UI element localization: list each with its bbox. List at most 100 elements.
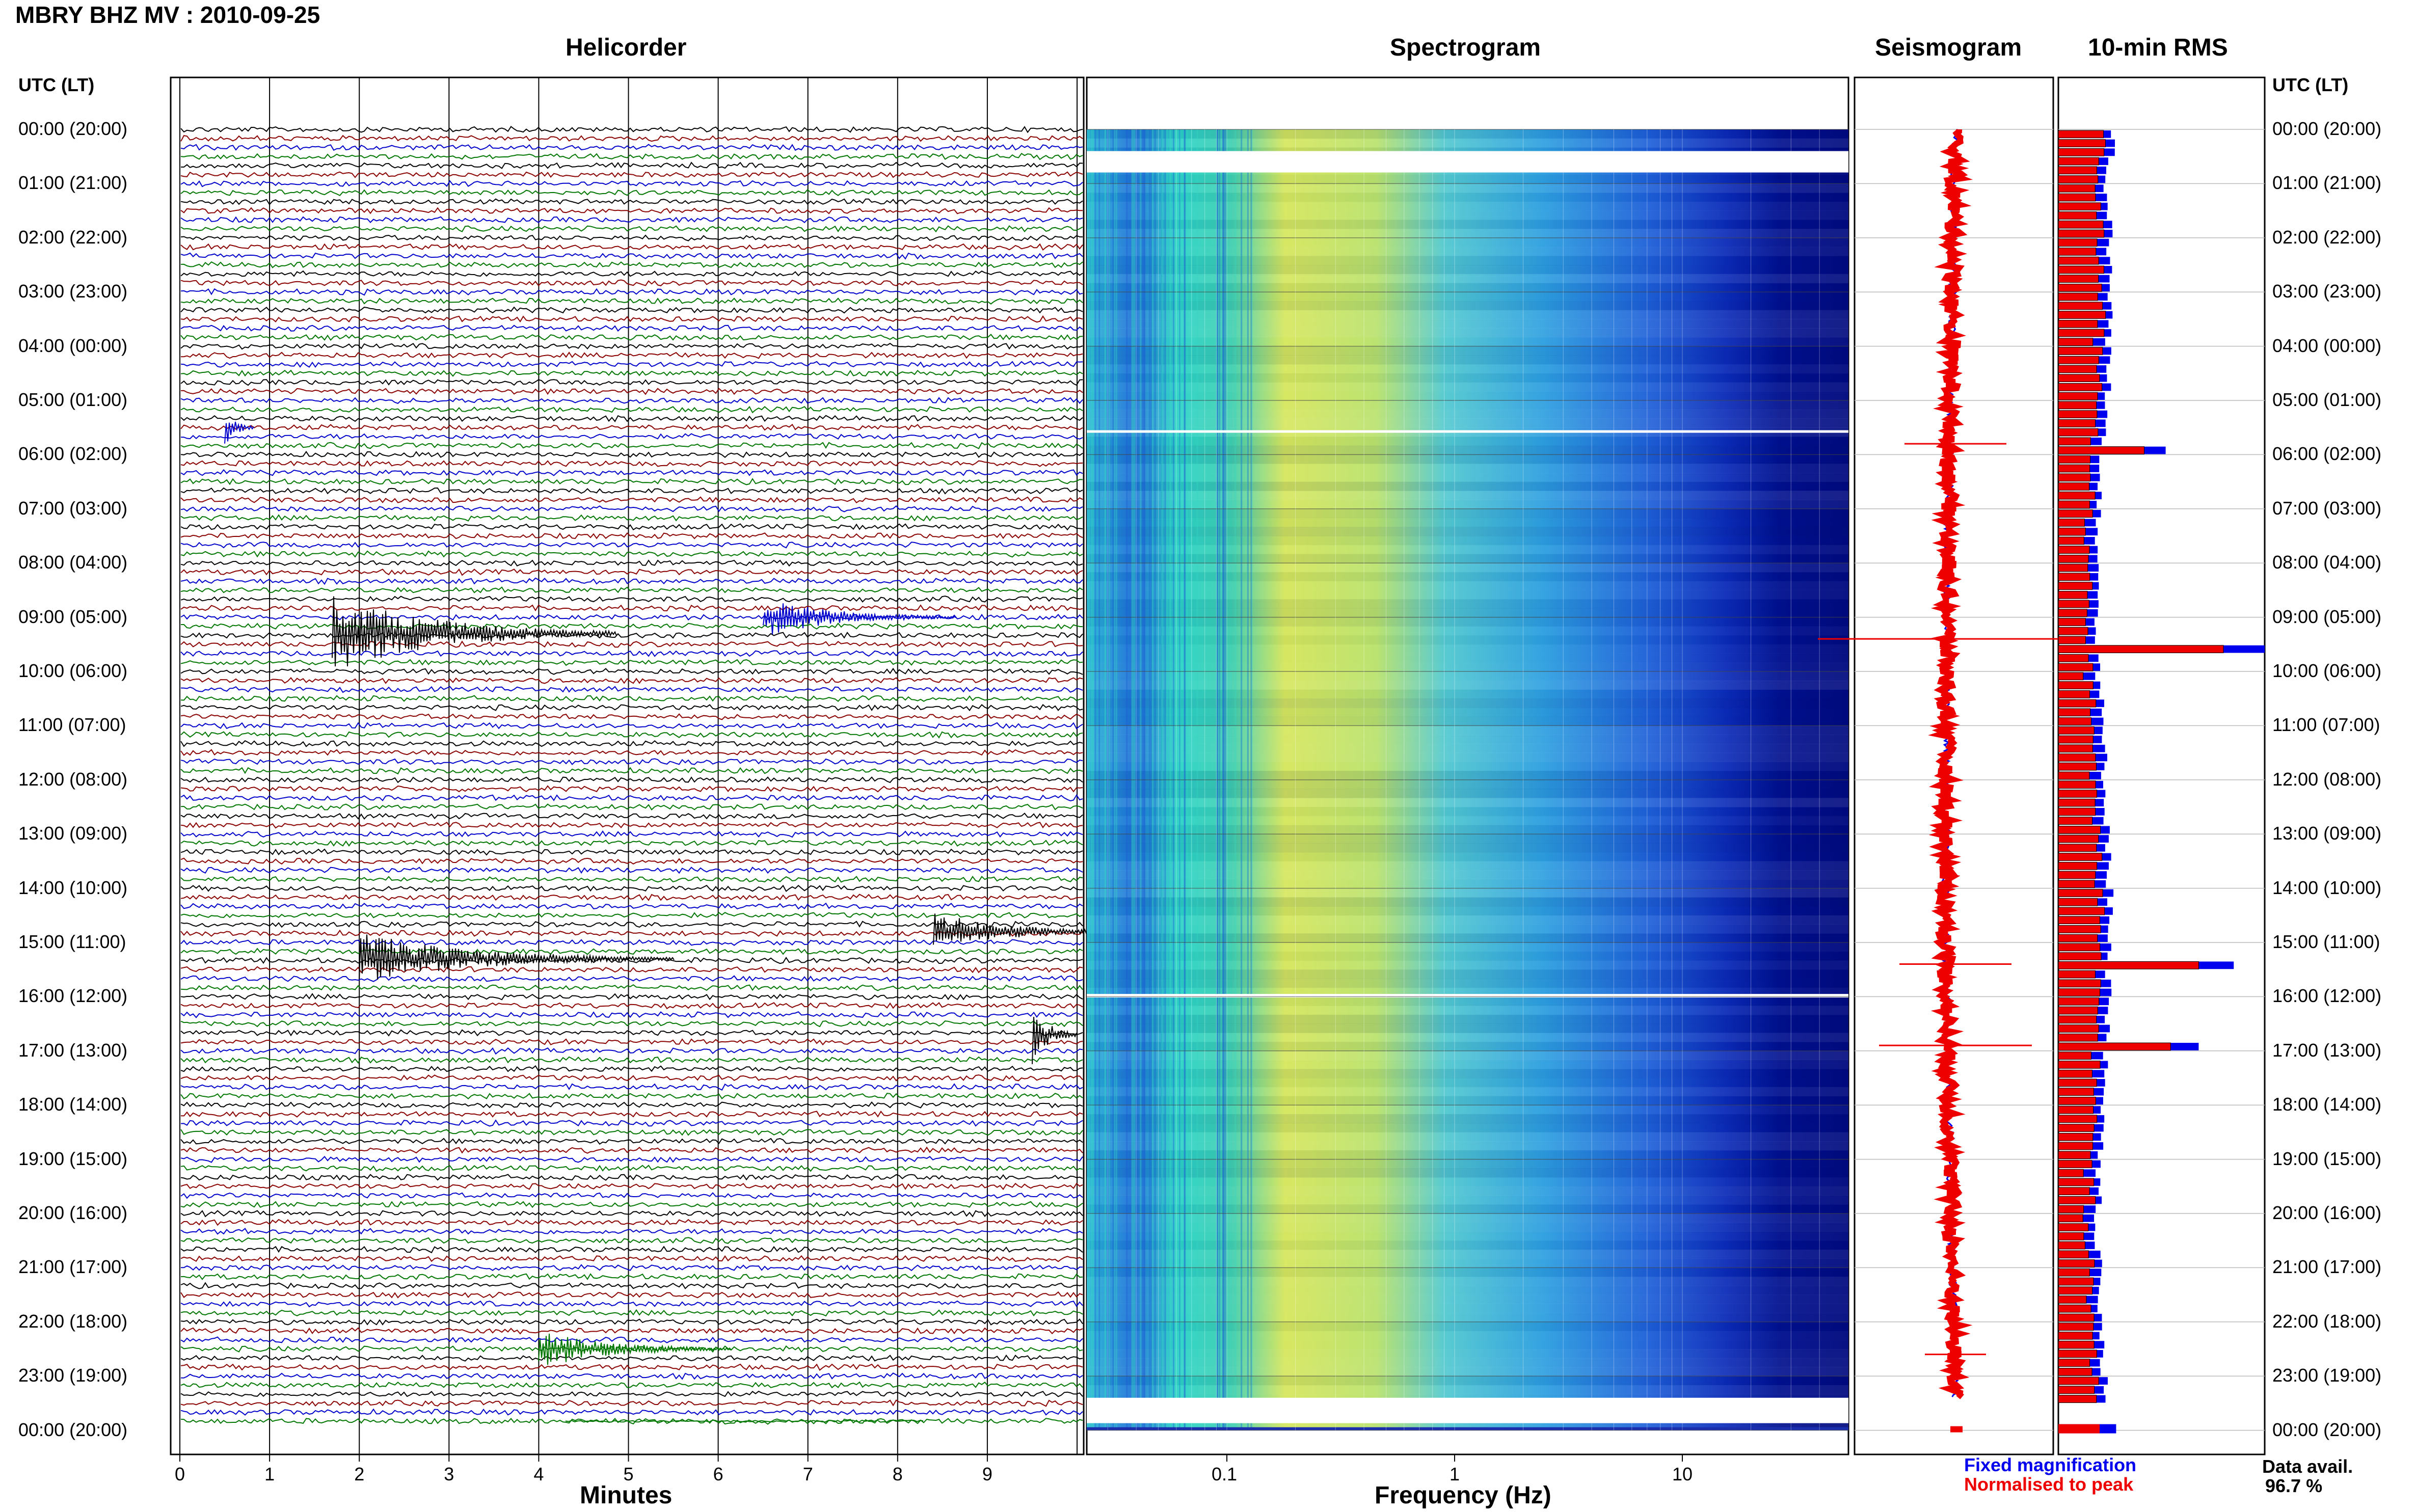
helicorder-trace — [180, 423, 1083, 431]
spectrogram-row — [1087, 779, 1848, 790]
seismogram-trace — [1818, 128, 2093, 1433]
helicorder-trace — [180, 713, 1083, 720]
rms-bar-normalised — [2058, 229, 2105, 238]
hour-label-left: 04:00 (00:00) — [18, 335, 128, 356]
helicorder-trace — [180, 152, 1083, 160]
helicorder-trace — [180, 1002, 1083, 1010]
spectrogram-row — [1087, 256, 1848, 265]
helicorder-trace — [180, 189, 1083, 197]
spectrogram-row — [1087, 1213, 1848, 1223]
helicorder-trace — [180, 1065, 1083, 1072]
rms-bar-normalised — [2058, 1115, 2098, 1123]
helicorder-trace — [180, 650, 1083, 657]
helicorder-trace — [180, 1074, 1083, 1082]
helicorder-trace — [180, 1336, 1083, 1344]
helicorder-trace — [180, 1038, 1083, 1046]
hour-label-right: 07:00 (03:00) — [2272, 497, 2382, 519]
helicorder-trace — [180, 469, 1083, 476]
hour-label-left: 18:00 (14:00) — [18, 1094, 128, 1115]
helicorder-trace — [180, 532, 1083, 539]
helicorder-trace — [180, 1219, 1083, 1226]
helicorder-trace — [180, 1210, 1083, 1218]
spectrogram-row — [1087, 716, 1848, 726]
spectrogram-row — [1087, 654, 1848, 663]
helicorder-trace — [180, 1418, 1083, 1425]
helicorder-trace — [180, 1083, 1083, 1091]
minute-tick-label: 4 — [533, 1464, 544, 1484]
hour-label-left: 14:00 (10:00) — [18, 877, 128, 898]
spectrogram-row — [1087, 1285, 1848, 1295]
rms-bar-normalised — [2058, 1332, 2093, 1340]
spectrogram-row — [1087, 310, 1848, 319]
helicorder-trace — [180, 270, 1083, 277]
rms-bar-normalised — [2058, 139, 2106, 147]
spectrogram-row — [1087, 527, 1848, 536]
seismic-event — [359, 934, 675, 980]
helicorder-trace — [180, 198, 1083, 205]
helicorder-trace — [180, 234, 1083, 241]
rms-bar-normalised — [2058, 383, 2103, 391]
helicorder-trace — [180, 640, 1083, 648]
rms-bar-normalised — [2058, 1187, 2090, 1196]
spectrogram-row — [1087, 175, 1848, 184]
helicorder-trace — [180, 559, 1083, 567]
spectrogram-row — [1087, 698, 1848, 708]
spectrogram-row — [1087, 1132, 1848, 1142]
helicorder-trace — [180, 613, 1083, 621]
spectrogram-row — [1087, 662, 1848, 672]
helicorder-trace — [180, 523, 1083, 531]
rms-bar-normalised — [2058, 1386, 2095, 1394]
spectrogram-row — [1087, 771, 1848, 780]
helicorder-trace — [180, 1264, 1083, 1272]
legend-fixed-magnification: Fixed magnification — [1964, 1454, 2137, 1475]
helicorder-trace — [180, 1011, 1083, 1018]
spectrogram-row — [1087, 229, 1848, 238]
helicorder-trace — [180, 1246, 1083, 1254]
rms-bar-normalised — [2058, 663, 2094, 671]
rms-bar-normalised — [2058, 1151, 2091, 1159]
helicorder-trace — [180, 785, 1083, 793]
spectrogram-row — [1087, 464, 1848, 473]
helicorder-frame — [170, 76, 1085, 1455]
helicorder-trace — [180, 1399, 1083, 1407]
helicorder-trace — [180, 821, 1083, 829]
rms-bar-normalised — [2058, 157, 2099, 166]
rms-bar-normalised — [2058, 844, 2097, 852]
rms-bar-normalised — [2058, 455, 2091, 464]
rms-bar-normalised — [2058, 554, 2089, 563]
spectrogram-row — [1087, 355, 1848, 365]
rms-bar-normalised — [2058, 1205, 2084, 1213]
helicorder-trace — [180, 279, 1083, 287]
helicorder-trace — [180, 758, 1083, 766]
hour-label-left: 06:00 (02:00) — [18, 443, 128, 465]
spectrogram-row — [1087, 1087, 1848, 1096]
rms-bar-normalised — [2058, 925, 2101, 933]
spectrogram-row — [1087, 1033, 1848, 1042]
spectrogram-row — [1087, 1331, 1848, 1340]
helicorder-trace — [180, 794, 1083, 802]
hour-label-right: 19:00 (15:00) — [2272, 1148, 2382, 1169]
hour-label-right: 12:00 (08:00) — [2272, 768, 2382, 790]
helicorder-trace — [180, 902, 1083, 910]
spectrogram-row — [1087, 735, 1848, 744]
hour-label-right: 11:00 (07:00) — [2272, 714, 2380, 736]
helicorder-trace — [180, 550, 1083, 558]
rms-bar-normalised — [2058, 600, 2089, 608]
hour-label-left: 02:00 (22:00) — [18, 226, 128, 248]
spectrogram-row — [1087, 743, 1848, 753]
hour-label-left: 23:00 (19:00) — [18, 1365, 128, 1386]
spectrogram-row — [1087, 1177, 1848, 1186]
spectrogram-row — [1087, 1277, 1848, 1286]
rms-bar-normalised — [2058, 437, 2091, 446]
rms-bar-normalised — [2058, 1340, 2095, 1349]
spectrogram-row — [1087, 1105, 1848, 1115]
rms-bar-normalised — [2058, 401, 2097, 410]
page-title: MBRY BHZ MV : 2010-09-25 — [15, 2, 320, 28]
spectrogram-row — [1087, 346, 1848, 356]
rms-bar-normalised — [2058, 618, 2086, 626]
helicorder-trace — [180, 568, 1083, 576]
seismogram-normalised — [1928, 129, 1973, 1399]
spectrogram-row — [1087, 762, 1848, 771]
hour-label-right: 23:00 (19:00) — [2272, 1365, 2382, 1386]
helicorder-trace — [180, 577, 1083, 585]
